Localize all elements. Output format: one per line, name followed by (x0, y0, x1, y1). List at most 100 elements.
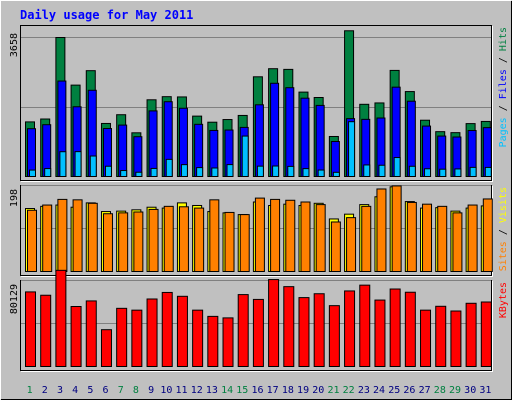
bar-visits-sites-sites-29 (452, 212, 463, 272)
x-tick-label-day-13: 13 (206, 385, 218, 396)
bar-hits-files-pages-pages-16 (256, 165, 264, 177)
bar-hits-files-pages-pages-5 (89, 155, 97, 177)
plot-frame-hits-files-pages (20, 25, 492, 181)
plot-frame-highlight-kbytes (21, 281, 493, 372)
bar-kbytes-kbytes-16 (252, 298, 264, 367)
bar-hits-files-pages-files-9 (148, 110, 158, 177)
x-tick-label-day-28: 28 (434, 385, 446, 396)
side-legend-part: Pages (498, 117, 509, 147)
bar-visits-sites-sites-12 (194, 207, 205, 273)
bar-kbytes-kbytes-10 (161, 291, 173, 368)
side-legend-part: / (498, 51, 509, 69)
bar-hits-files-pages-pages-9 (150, 167, 158, 177)
x-tick-label-day-17: 17 (267, 385, 279, 396)
bar-kbytes-kbytes-30 (465, 302, 477, 367)
bar-kbytes-kbytes-3 (55, 269, 67, 367)
bar-hits-files-pages-pages-26 (408, 165, 416, 177)
bar-visits-sites-sites-25 (391, 185, 402, 272)
bar-visits-sites-sites-18 (285, 199, 296, 272)
bar-kbytes-kbytes-6 (100, 329, 112, 367)
bar-visits-sites-sites-19 (300, 201, 311, 272)
bar-visits-sites-sites-15 (239, 214, 250, 273)
bar-kbytes-kbytes-31 (480, 301, 492, 368)
bar-hits-files-pages-pages-8 (135, 171, 143, 178)
bar-kbytes-kbytes-8 (131, 309, 143, 367)
x-tick-label-day-19: 19 (297, 385, 309, 396)
bar-visits-sites-sites-28 (437, 205, 448, 272)
bar-visits-sites-sites-8 (133, 211, 144, 272)
bar-hits-files-pages-pages-31 (484, 166, 492, 177)
panel-visits-sites: 198 Sites / Visits (9, 185, 509, 277)
x-tick-label-day-21: 21 (327, 385, 339, 396)
bar-hits-files-pages-pages-3 (59, 151, 67, 178)
bar-hits-files-pages-files-8 (133, 136, 143, 178)
side-legend-part: KBytes (498, 282, 509, 318)
bar-kbytes-kbytes-20 (313, 293, 325, 367)
bar-hits-files-pages-pages-15 (241, 135, 249, 178)
x-tick-label-day-3: 3 (57, 385, 63, 396)
side-legend-kbytes: KBytes (498, 282, 509, 318)
bar-kbytes-kbytes-22 (344, 290, 356, 367)
plot-frame-highlight-hits-files-pages (21, 26, 493, 182)
bar-hits-files-pages-files-7 (118, 124, 128, 177)
bar-kbytes-kbytes-14 (222, 317, 234, 367)
bar-visits-sites-sites-10 (163, 205, 174, 272)
x-tick-label-day-16: 16 (251, 385, 263, 396)
bar-kbytes-kbytes-23 (359, 284, 371, 367)
bar-visits-sites-sites-22 (346, 217, 357, 273)
bar-hits-files-pages-pages-12 (196, 167, 204, 178)
bar-visits-sites-sites-11 (178, 206, 189, 272)
bar-hits-files-pages-pages-29 (454, 168, 462, 177)
bar-kbytes-kbytes-26 (404, 291, 416, 368)
bar-hits-files-pages-files-18 (285, 87, 295, 177)
bar-hits-files-pages-pages-7 (120, 170, 128, 177)
bar-hits-files-pages-pages-25 (393, 157, 401, 177)
bar-visits-sites-sites-13 (209, 199, 220, 272)
y-max-label-visits-sites: 198 (9, 189, 20, 207)
bar-hits-files-pages-pages-1 (29, 169, 36, 178)
chart-title: Daily usage for May 2011 (20, 8, 193, 22)
bar-kbytes-kbytes-19 (298, 297, 310, 367)
bar-kbytes-kbytes-18 (283, 286, 295, 368)
bar-hits-files-pages-pages-11 (180, 164, 188, 178)
bar-hits-files-pages-pages-24 (378, 164, 386, 177)
x-tick-label-day-11: 11 (176, 385, 188, 396)
bar-hits-files-pages-pages-10 (165, 158, 173, 177)
x-tick-label-day-30: 30 (464, 385, 476, 396)
bar-visits-sites-sites-16 (254, 197, 265, 272)
bar-hits-files-pages-pages-4 (74, 151, 82, 177)
x-tick-label-day-7: 7 (118, 385, 124, 396)
x-tick-label-day-20: 20 (312, 385, 324, 396)
bar-hits-files-pages-pages-28 (439, 168, 447, 177)
bar-visits-sites-sites-7 (118, 212, 129, 272)
bar-kbytes-kbytes-25 (389, 288, 401, 367)
bar-kbytes-kbytes-13 (207, 315, 219, 368)
bar-kbytes-kbytes-27 (420, 309, 432, 367)
side-legend-visits-sites: Sites / Visits (498, 187, 509, 271)
bar-visits-sites-sites-5 (87, 202, 98, 272)
x-tick-label-day-31: 31 (479, 385, 491, 396)
bar-kbytes-kbytes-1 (25, 291, 36, 367)
bar-hits-files-pages-pages-21 (332, 171, 340, 177)
x-tick-label-day-26: 26 (403, 385, 415, 396)
x-tick-label-day-4: 4 (72, 385, 78, 396)
bar-hits-files-pages-pages-14 (226, 164, 234, 177)
y-max-label-kbytes: 80129 (9, 284, 20, 314)
bar-visits-sites-sites-30 (467, 204, 478, 272)
bar-hits-files-pages-pages-18 (287, 165, 295, 177)
bar-kbytes-kbytes-2 (40, 294, 52, 368)
side-legend-part: / (498, 223, 509, 241)
side-legend-part: Files (498, 69, 509, 99)
bar-hits-files-pages-pages-23 (363, 164, 371, 178)
x-tick-label-day-5: 5 (87, 385, 93, 396)
bar-hits-files-pages-pages-2 (44, 168, 52, 177)
bar-visits-sites-sites-2 (42, 204, 53, 272)
bar-kbytes-kbytes-28 (435, 305, 447, 367)
bar-hits-files-pages-pages-22 (348, 121, 356, 177)
bar-visits-sites-sites-4 (72, 199, 83, 272)
x-tick-label-day-15: 15 (236, 385, 248, 396)
bar-visits-sites-sites-24 (376, 188, 387, 272)
bar-hits-files-pages-files-17 (270, 82, 280, 177)
x-tick-label-day-8: 8 (133, 385, 139, 396)
